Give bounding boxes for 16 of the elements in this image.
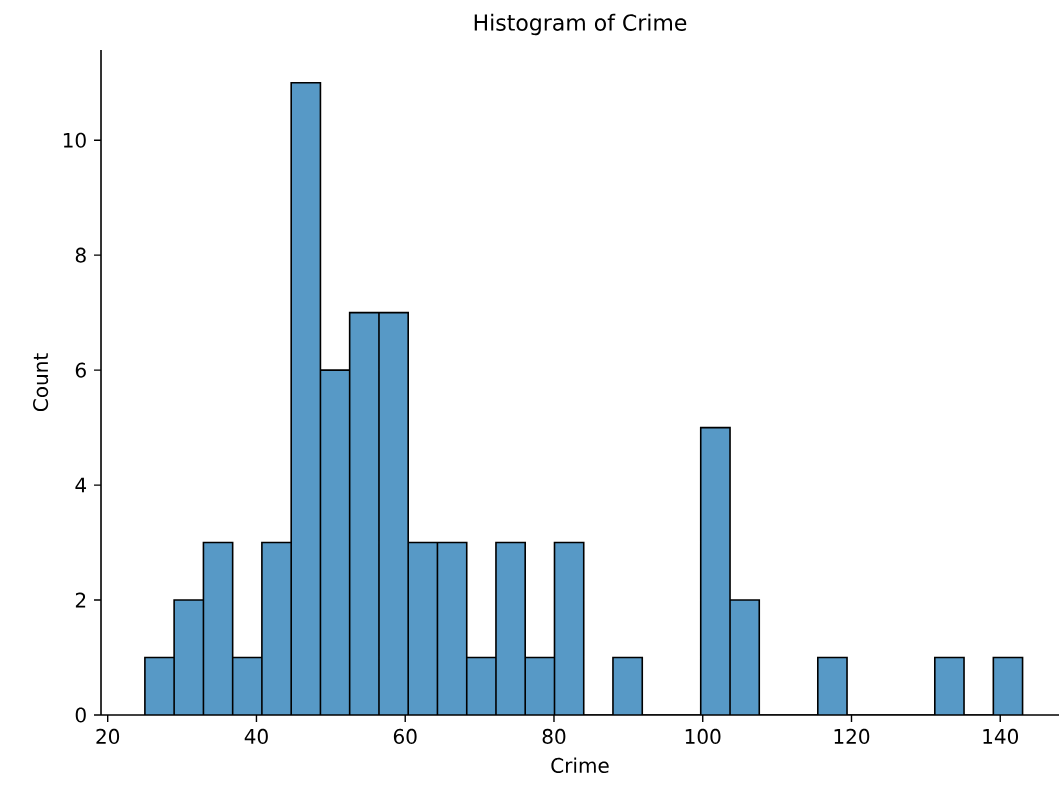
y-tick-label: 10 bbox=[63, 132, 86, 148]
x-tick-label: 140 bbox=[983, 728, 1018, 744]
x-tick-label: 60 bbox=[393, 728, 417, 744]
x-tick-label: 100 bbox=[685, 728, 721, 744]
x-tick-label: 80 bbox=[542, 728, 566, 744]
y-tick-label: 2 bbox=[75, 592, 86, 608]
x-tick-label: 40 bbox=[244, 728, 268, 744]
y-tick-label: 6 bbox=[75, 362, 86, 378]
x-axis-title: Crime bbox=[551, 757, 609, 773]
x-tick-label: 120 bbox=[834, 728, 870, 744]
y-tick-label: 4 bbox=[75, 477, 87, 493]
y-tick-label: 8 bbox=[75, 247, 86, 263]
chart-title: Histogram of Crime bbox=[474, 13, 687, 36]
y-axis-title: Count bbox=[33, 353, 49, 412]
x-tick-label: 20 bbox=[96, 728, 120, 744]
y-tick-label: 0 bbox=[75, 707, 86, 723]
